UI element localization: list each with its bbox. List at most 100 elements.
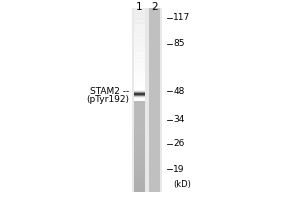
Bar <box>134 187 145 190</box>
Bar <box>134 36 145 38</box>
Bar <box>134 45 145 47</box>
Text: STAM2 --: STAM2 -- <box>90 86 129 96</box>
Bar <box>134 92 145 93</box>
Bar <box>134 74 145 76</box>
Bar <box>134 100 145 101</box>
Bar <box>134 20 145 22</box>
Bar <box>134 98 145 99</box>
Bar <box>134 45 145 47</box>
Bar <box>134 134 145 137</box>
Bar <box>134 72 145 74</box>
Bar <box>134 68 145 71</box>
Bar <box>134 90 145 91</box>
Bar <box>134 99 145 100</box>
Text: 34: 34 <box>173 116 185 124</box>
Bar <box>134 84 145 86</box>
Bar <box>134 12 145 15</box>
Bar <box>134 105 145 107</box>
Bar <box>134 171 145 174</box>
Bar <box>134 10 145 12</box>
Bar <box>134 22 145 24</box>
Bar <box>134 43 145 45</box>
Bar <box>134 94 145 95</box>
Bar <box>134 29 145 31</box>
Bar <box>134 98 145 99</box>
Bar <box>134 82 145 84</box>
Bar <box>134 100 145 101</box>
Bar <box>134 167 145 169</box>
Bar <box>134 109 145 112</box>
Bar <box>134 80 145 82</box>
Bar <box>134 61 145 64</box>
Bar <box>134 94 145 95</box>
Bar <box>134 164 145 167</box>
Bar <box>134 88 145 89</box>
Text: 117: 117 <box>173 14 191 22</box>
Bar <box>134 70 145 72</box>
Bar <box>134 95 145 96</box>
Bar <box>134 92 145 93</box>
Bar <box>134 63 145 66</box>
Bar <box>134 98 145 100</box>
Bar <box>134 112 145 114</box>
Text: 1: 1 <box>136 2 143 12</box>
Bar <box>132 8 162 192</box>
Text: 85: 85 <box>173 40 185 48</box>
Bar <box>134 169 145 172</box>
Bar <box>134 90 145 91</box>
Bar <box>134 95 145 98</box>
Bar <box>134 77 145 80</box>
Bar <box>134 66 145 68</box>
Bar <box>134 39 145 41</box>
Bar <box>134 86 145 89</box>
Bar <box>134 13 145 15</box>
Bar <box>134 20 145 23</box>
Bar <box>134 137 145 139</box>
Bar <box>134 56 145 59</box>
Bar <box>134 33 145 35</box>
Bar <box>134 18 145 21</box>
Bar <box>134 174 145 176</box>
Bar <box>134 29 145 31</box>
Bar <box>134 78 145 80</box>
Bar <box>134 86 145 88</box>
Bar <box>134 79 145 82</box>
Bar <box>134 151 145 153</box>
Bar <box>134 88 145 90</box>
Bar <box>134 95 145 96</box>
Bar <box>134 162 145 165</box>
Bar <box>134 98 145 99</box>
Bar <box>134 178 145 181</box>
Bar <box>134 91 145 92</box>
Bar <box>134 155 145 158</box>
Bar <box>134 37 145 39</box>
Bar <box>134 91 145 92</box>
Bar <box>134 95 145 96</box>
Bar <box>134 93 145 94</box>
Bar <box>134 89 145 90</box>
Bar <box>134 59 145 61</box>
Bar <box>134 146 145 149</box>
Bar <box>134 91 145 92</box>
Bar <box>134 125 145 128</box>
Bar <box>134 102 145 105</box>
Bar <box>134 93 145 94</box>
Bar <box>134 24 145 27</box>
Text: 48: 48 <box>173 86 185 96</box>
Bar <box>134 8 145 10</box>
Bar <box>134 99 145 100</box>
Bar <box>134 130 145 133</box>
Text: 19: 19 <box>173 164 185 173</box>
Bar <box>134 99 145 100</box>
Bar <box>134 47 145 50</box>
Bar <box>134 176 145 179</box>
Bar <box>134 55 145 58</box>
Bar <box>134 107 145 110</box>
Bar <box>134 118 145 121</box>
Bar <box>134 65 145 68</box>
Bar <box>134 97 145 98</box>
Bar <box>134 99 145 100</box>
Bar <box>134 139 145 142</box>
Bar <box>134 53 145 56</box>
Bar <box>134 26 145 29</box>
